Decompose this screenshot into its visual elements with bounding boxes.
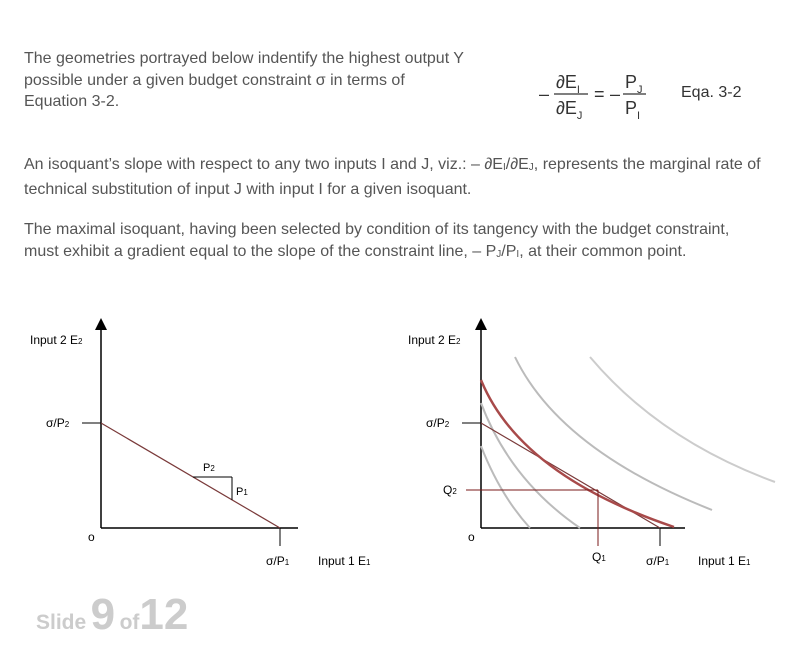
optimal-isoquant [479, 379, 675, 529]
isoquant-lowest [480, 445, 531, 529]
y-axis-label: Input 2 E2 [408, 333, 461, 347]
isoquant-high [514, 356, 713, 511]
eq-rhs-sign: – [610, 84, 620, 104]
slope-p1-label: P1 [236, 486, 248, 498]
graphs: Input 2 E2 Input 1 E1 o σ/P2 σ/P1 P2 P1 … [30, 318, 776, 568]
slide-number: 9 [90, 590, 116, 639]
q1-label: Q1 [592, 550, 606, 564]
eq-lhs-sign: – [539, 84, 549, 104]
x-intercept-label: σ/P1 [646, 554, 670, 568]
budget-constraint-graph: Input 2 E2 Input 1 E1 o σ/P2 σ/P1 P2 P1 [30, 318, 371, 568]
y-intercept-label: σ/P2 [426, 416, 450, 430]
eq-rhs-numerator: PJ [625, 72, 643, 96]
equation-3-2: – ∂EI ∂EJ = – PJ PI [539, 72, 646, 122]
eq-lhs-numerator: ∂EI [556, 72, 580, 96]
isoquant-slope-paragraph: An isoquant’s slope with respect to any … [24, 156, 761, 198]
isoquant-low [480, 402, 581, 529]
slope-p2-label: P2 [203, 462, 215, 474]
isoquant-tangency-graph: Input 2 E2 Input 1 E1 o σ/P2 σ/P1 Q2 Q1 [408, 318, 776, 568]
eq-lhs-denominator: ∂EJ [556, 98, 582, 122]
budget-line [100, 422, 281, 529]
origin-label: o [88, 530, 95, 544]
eq-rhs-denominator: PI [625, 98, 640, 122]
maximal-isoquant-paragraph: The maximal isoquant, having been select… [24, 221, 730, 260]
x-axis-label: Input 1 E1 [698, 554, 751, 568]
eq-equals: = [594, 84, 605, 104]
y-intercept-label: σ/P2 [46, 416, 70, 430]
slide-total: 12 [139, 590, 189, 639]
x-axis-label: Input 1 E1 [318, 554, 371, 568]
of-word: of [119, 611, 140, 634]
slide-counter: Slide 9 of12 [36, 590, 188, 640]
origin-label: o [468, 530, 475, 544]
isoquant-highest [589, 356, 776, 483]
q2-label: Q2 [443, 483, 457, 497]
equation-label: Eqa. 3-2 [681, 84, 742, 101]
intro-paragraph: The geometries portrayed below indentify… [24, 50, 464, 110]
y-axis-label: Input 2 E2 [30, 333, 83, 347]
slide-word: Slide [36, 611, 87, 634]
x-intercept-label: σ/P1 [266, 554, 290, 568]
